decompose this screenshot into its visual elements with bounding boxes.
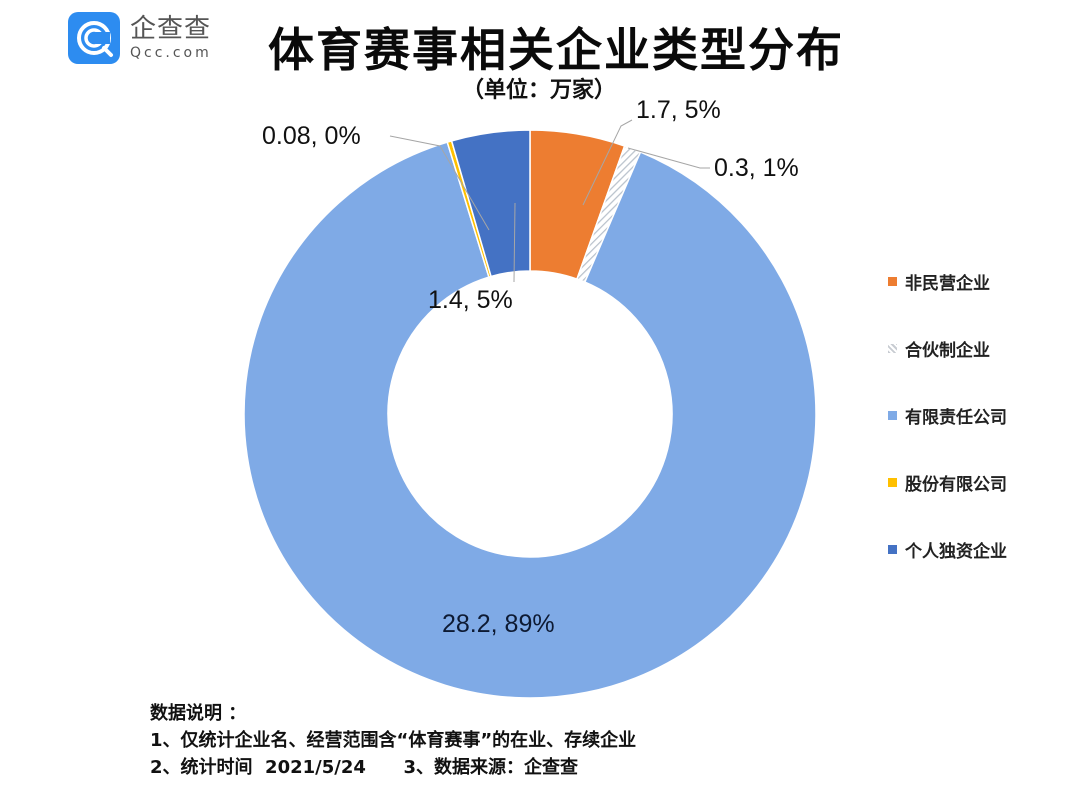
legend-item-non-private: 非民营企业 — [888, 248, 1007, 315]
legend-label: 有限责任公司 — [905, 408, 1007, 428]
leader-lines — [389, 119, 710, 283]
leader-line — [627, 147, 710, 169]
notes-heading: 数据说明 ： — [150, 703, 247, 724]
data-label-non-private: 1.7, 5% — [636, 96, 721, 124]
data-label-partnership: 0.3, 1% — [714, 154, 799, 182]
logo-name-cn: 企查查 — [130, 14, 212, 44]
data-label-joint-stock: 0.08, 0% — [262, 122, 361, 150]
legend-label: 非民营企业 — [905, 274, 990, 294]
legend-swatch-icon — [888, 478, 897, 487]
qcc-logo-icon — [68, 12, 120, 64]
chart-unit-subtitle: （单位：万家） — [462, 78, 617, 103]
legend: 非民营企业 合伙制企业 有限责任公司 股份有限公司 个人独资企业 — [888, 248, 1007, 583]
data-label-sole-proprietorship: 1.4, 5% — [428, 286, 513, 314]
logo-name-en: Qcc.com — [130, 45, 212, 61]
legend-hatch-swatch-icon — [888, 344, 897, 353]
legend-item-llc: 有限责任公司 — [888, 382, 1007, 449]
data-notes: 数据说明 ： 1、仅统计企业名、经营范围含“体育赛事”的在业、存续企业 2、统计… — [150, 700, 636, 781]
notes-date: 2、统计时间 2021/5/24 — [150, 757, 366, 778]
leader-line — [582, 119, 633, 206]
slice-sole-proprietorship — [450, 129, 531, 278]
notes-line-1: 1、仅统计企业名、经营范围含“体育赛事”的在业、存续企业 — [150, 730, 637, 751]
legend-swatch-icon — [888, 411, 897, 420]
chart-title: 体育赛事相关企业类型分布 — [268, 23, 844, 77]
legend-label: 股份有限公司 — [905, 475, 1007, 495]
legend-swatch-icon — [888, 277, 897, 286]
data-label-llc: 28.2, 89% — [442, 610, 555, 638]
qcc-logo: 企查查 Qcc.com — [68, 12, 212, 64]
legend-label: 个人独资企业 — [905, 542, 1007, 562]
slice-llc — [243, 141, 817, 699]
notes-line-2: 2、统计时间 2021/5/24 3、数据来源：企查查 — [150, 754, 636, 781]
legend-swatch-icon — [888, 545, 897, 554]
legend-label: 合伙制企业 — [905, 341, 990, 361]
legend-item-sole-proprietorship: 个人独资企业 — [888, 516, 1007, 583]
leader-line — [513, 202, 516, 283]
legend-item-partnership: 合伙制企业 — [888, 315, 1007, 382]
legend-item-joint-stock: 股份有限公司 — [888, 449, 1007, 516]
leader-line — [389, 135, 490, 231]
notes-source: 3、数据来源：企查查 — [403, 757, 579, 778]
donut-slices — [243, 129, 817, 699]
